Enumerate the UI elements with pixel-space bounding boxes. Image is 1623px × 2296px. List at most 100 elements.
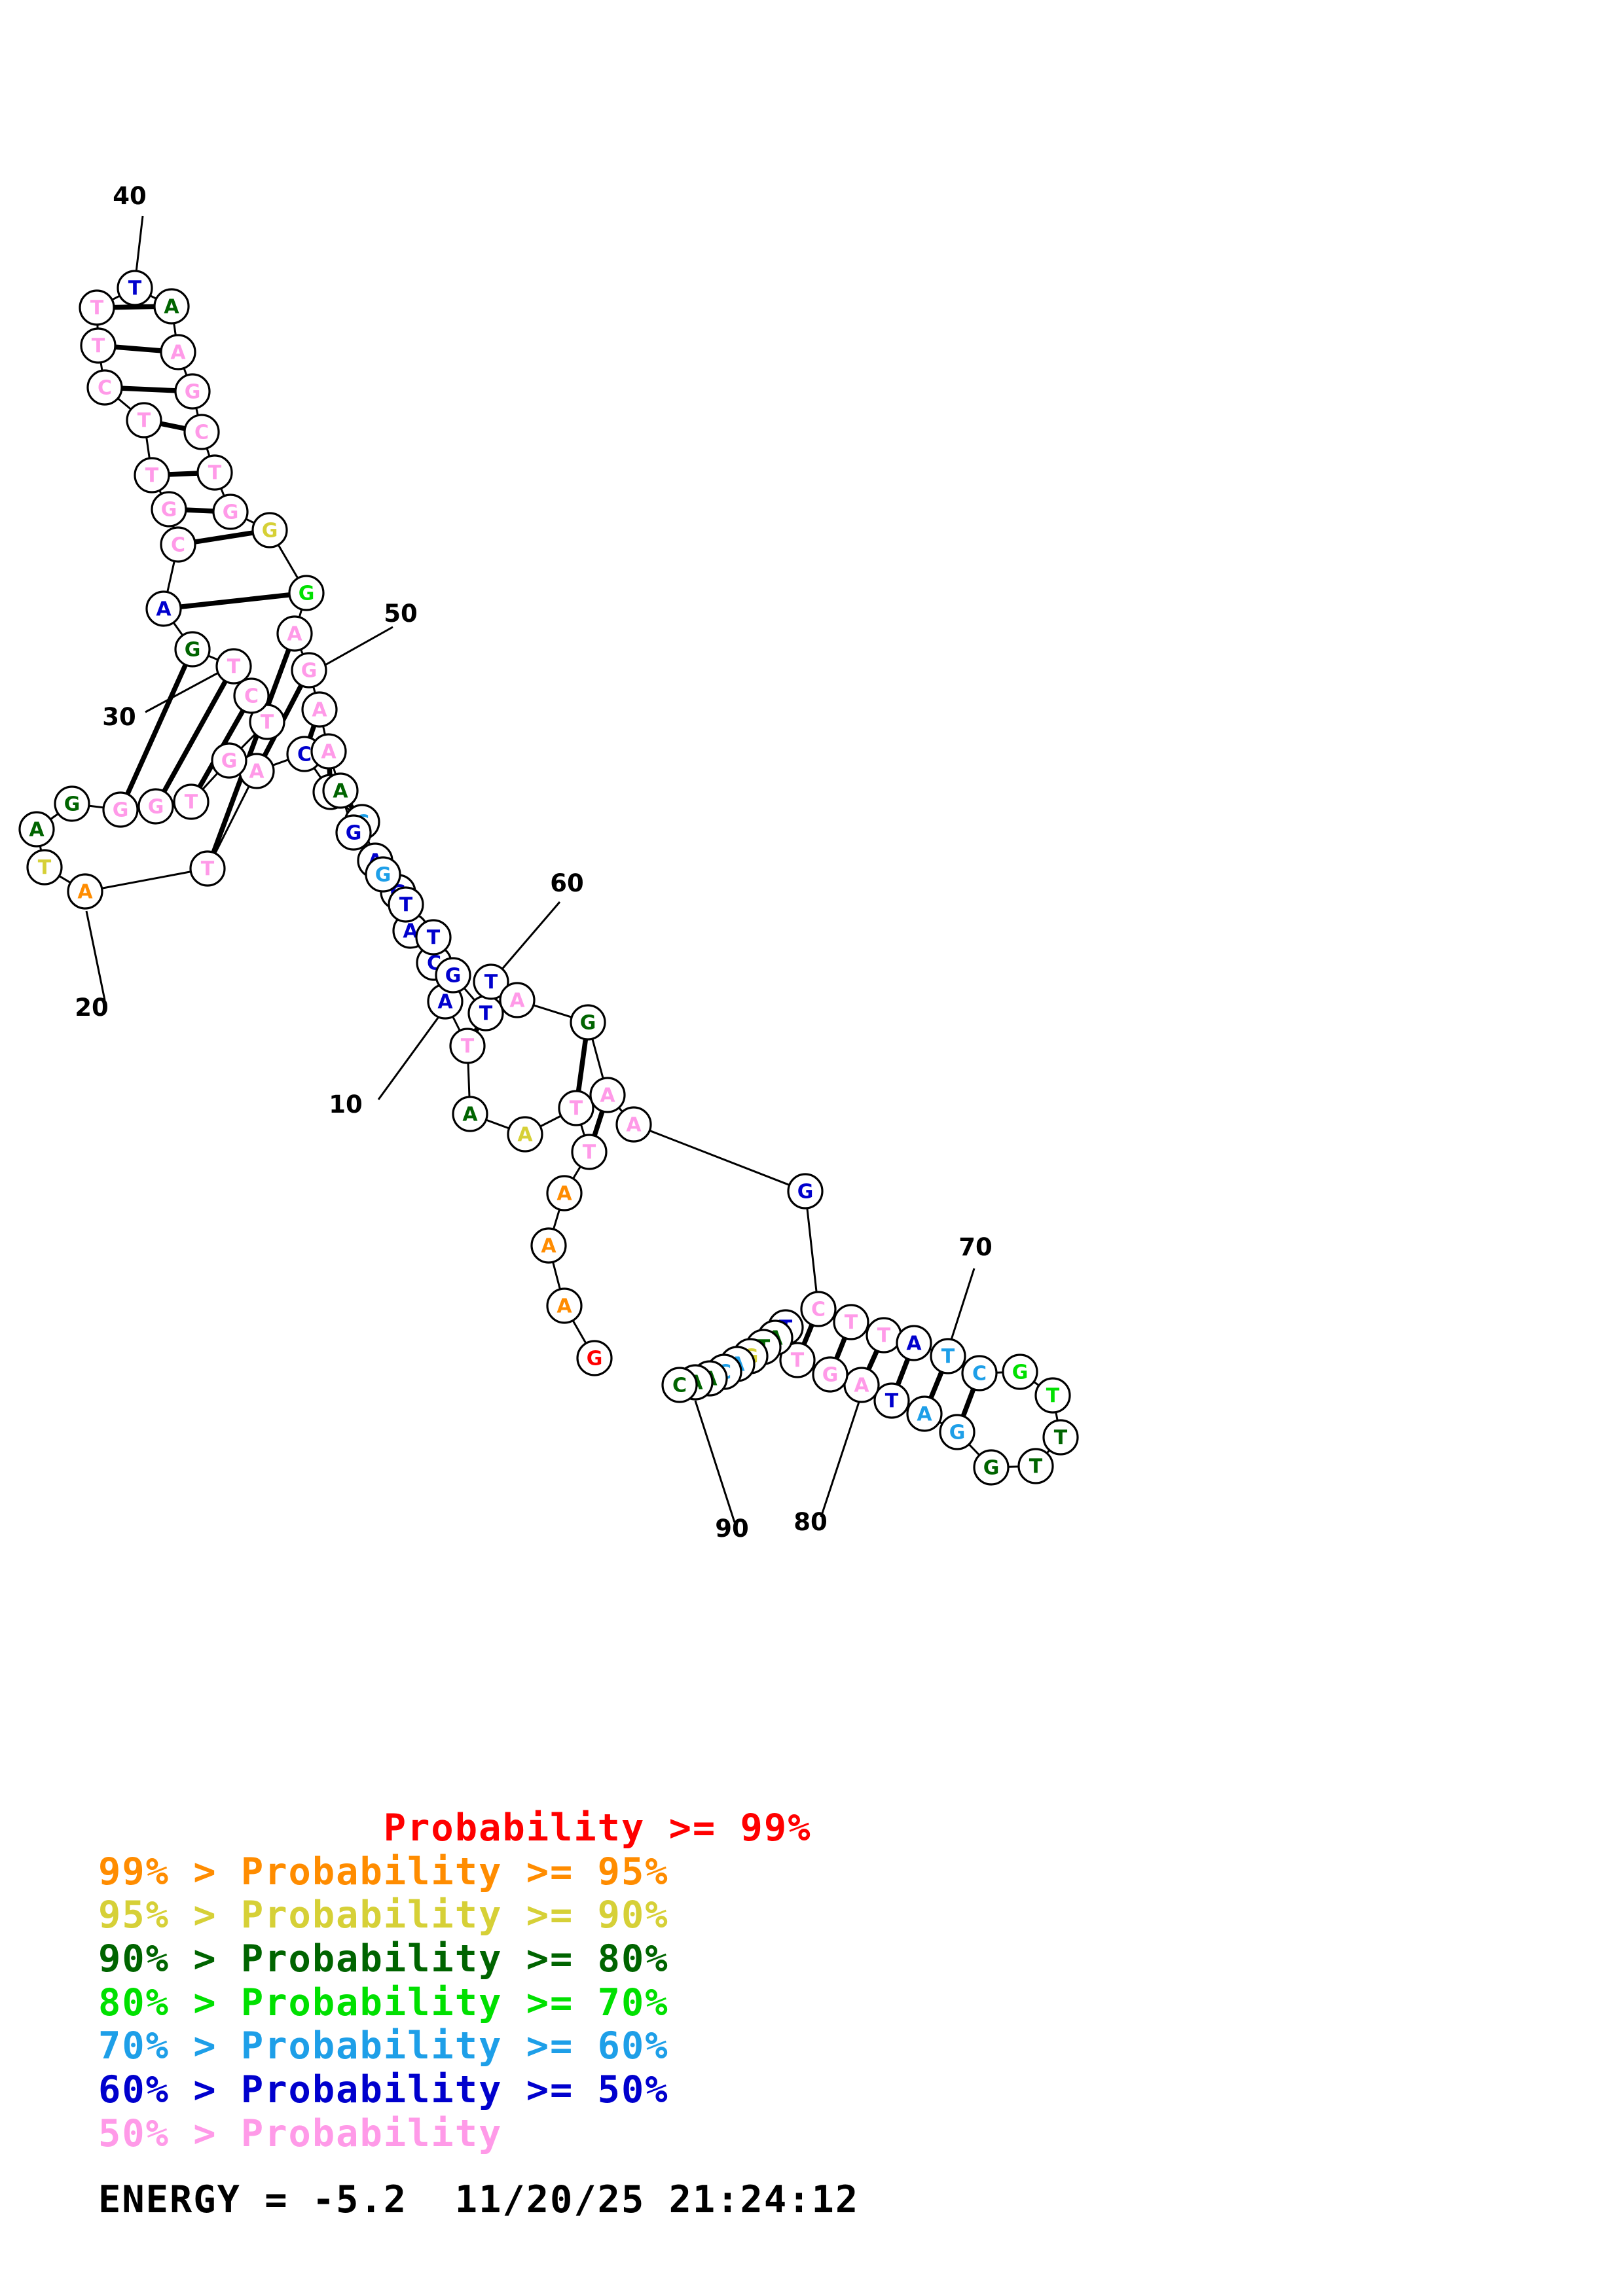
nucleotide-letter: A	[77, 881, 93, 904]
nucleotide-74: T	[1042, 1419, 1079, 1456]
nucleotide-letter: G	[445, 965, 462, 988]
nucleotide-letter: T	[484, 971, 498, 994]
nucleotide-circle	[779, 1342, 816, 1378]
nucleotide-letter: G	[587, 1348, 603, 1371]
nucleotide-31: G	[174, 631, 211, 668]
nucleotide-letter: A	[287, 623, 302, 646]
nucleotide-letter: T	[261, 711, 274, 734]
nucleotide-80: A	[843, 1367, 880, 1403]
position-label-20: 20	[75, 994, 109, 1022]
backbone-link	[202, 772, 219, 790]
nucleotide-58: G	[435, 957, 471, 994]
nucleotide-30: T	[215, 648, 252, 685]
nucleotide-1: G	[576, 1340, 613, 1376]
backbone-link	[172, 622, 184, 636]
backbone-link	[277, 544, 299, 579]
nucleotide-letter: C	[972, 1363, 987, 1386]
energy-and-timestamp: ENERGY = -5.2 11/20/25 21:24:12	[98, 2178, 860, 2221]
nucleotide-circle	[67, 873, 103, 910]
backbone-link	[463, 987, 476, 1001]
nucleotide-letter: A	[509, 990, 525, 1013]
nucleotide-letter: G	[580, 1012, 596, 1035]
base-pair-bond	[184, 507, 215, 514]
nucleotide-letter: A	[556, 1183, 572, 1206]
backbone-link	[117, 397, 132, 410]
number-leader-line	[694, 1400, 736, 1523]
nucleotide-23: G	[54, 785, 90, 822]
base-pair-bond	[124, 662, 189, 797]
nucleotide-circle	[183, 414, 220, 450]
base-pair-bond	[575, 1037, 589, 1093]
nucleotide-circle	[415, 919, 452, 956]
nucleotide-circle	[661, 1367, 698, 1403]
nucleotide-circle	[1002, 1354, 1038, 1390]
nucleotide-circle	[961, 1355, 998, 1391]
nucleotide-circle	[388, 886, 424, 923]
nucleotide-letter: A	[156, 598, 172, 621]
nucleotide-36: T	[126, 402, 162, 439]
nucleotide-layer: GAAATTAATACAGACTCATATAGGGTGTCTGACGTTCTTT…	[18, 270, 1079, 1486]
base-pair-bond	[167, 471, 200, 477]
nucleotide-circle	[151, 491, 187, 528]
backbone-link	[58, 875, 71, 884]
nucleotide-letter: C	[244, 685, 259, 708]
position-label-60: 60	[550, 869, 584, 897]
nucleotide-letter: G	[185, 639, 201, 662]
nucleotide-circle	[126, 402, 162, 439]
nucleotide-letter: T	[1054, 1427, 1068, 1450]
nucleotide-64: A	[615, 1106, 652, 1143]
legend-row: 50% > Probability	[98, 2111, 503, 2155]
nucleotide-76: G	[973, 1449, 1010, 1486]
nucleotide-57: T	[415, 919, 452, 956]
nucleotide-52: A	[310, 733, 347, 770]
nucleotide-letter: T	[1046, 1385, 1060, 1408]
position-label-40: 40	[113, 182, 147, 210]
backbone-link	[111, 295, 120, 301]
nucleotide-35: T	[134, 457, 170, 493]
nucleotide-letter: G	[983, 1457, 1000, 1480]
backbone-link	[313, 767, 322, 779]
nucleotide-circle	[54, 785, 90, 822]
nucleotide-59: T	[467, 995, 504, 1031]
nucleotide-9: T	[449, 1028, 486, 1064]
backbone-link	[806, 1208, 818, 1293]
nucleotide-letter: T	[90, 297, 104, 320]
nucleotide-circle	[546, 1175, 583, 1211]
nucleotide-circle	[812, 1356, 848, 1393]
nucleotide-75: T	[1017, 1448, 1054, 1484]
legend-row: 70% > Probability >= 60%	[98, 2024, 669, 2068]
backbone-link	[145, 437, 151, 459]
base-pair-bond	[960, 1387, 977, 1418]
nucleotide-7: A	[507, 1116, 543, 1153]
backbone-link	[272, 759, 289, 766]
nucleotide-circle	[291, 652, 327, 689]
nucleotide-3: A	[530, 1227, 567, 1264]
nucleotide-letter: T	[128, 278, 142, 300]
nucleotide-letter: A	[517, 1124, 533, 1147]
position-number-labels: 10 20 30 40 50 60 70 80 90	[75, 182, 993, 1543]
legend-row: 80% > Probability >= 70%	[98, 1981, 669, 2024]
nucleotide-82: T	[779, 1342, 816, 1378]
nucleotide-circle	[301, 691, 338, 728]
legend-row: 90% > Probability >= 80%	[98, 1937, 669, 1981]
nucleotide-circle	[288, 575, 325, 611]
nucleotide-55: G	[365, 856, 401, 893]
nucleotide-circle	[102, 791, 139, 828]
nucleotide-25: G	[137, 788, 174, 825]
nucleotide-69: A	[896, 1325, 932, 1361]
nucleotide-circle	[800, 1291, 837, 1327]
nucleotide-circle	[452, 1096, 488, 1132]
backbone-link	[591, 1038, 604, 1079]
nucleotide-circle	[310, 733, 347, 770]
base-pair-bond	[833, 1335, 848, 1361]
number-leader-line	[135, 215, 144, 273]
backbone-link	[1055, 1412, 1059, 1421]
nucleotide-42: A	[160, 334, 196, 370]
number-leader-line	[820, 1401, 860, 1518]
nucleotide-circle	[26, 849, 63, 886]
nucleotide-letter: A	[917, 1403, 932, 1426]
nucleotide-letter: A	[312, 699, 327, 722]
nucleotide-letter: T	[208, 462, 222, 485]
number-leader-line	[949, 1268, 976, 1342]
nucleotide-letter: T	[185, 791, 198, 814]
